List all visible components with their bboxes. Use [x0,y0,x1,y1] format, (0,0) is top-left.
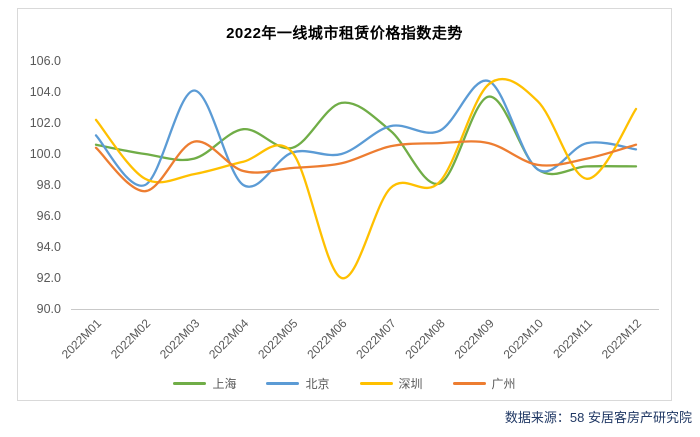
legend-label-shanghai: 上海 [212,377,237,391]
x-axis-label: 2022M08 [402,316,448,362]
chart-title: 2022年一线城市租赁价格指数走势 [226,25,463,42]
x-axis-label: 2022M12 [599,316,645,362]
y-axis-label: 106.0 [30,54,61,68]
x-axis-label: 2022M07 [353,316,399,362]
y-axis-label: 100.0 [30,147,61,161]
legend-label-shenzhen: 深圳 [398,377,423,391]
x-axis-label: 2022M06 [304,316,350,362]
y-axis-label: 90.0 [37,302,61,316]
legend-marker-beijing [266,382,300,385]
x-axis-label: 2022M02 [108,316,154,362]
y-axis-label: 98.0 [37,178,61,192]
y-axis-label: 94.0 [37,240,61,254]
legend-marker-guangzhou [452,382,486,385]
chart-panel: 2022年一线城市租赁价格指数走势 106.0 104.0 102.0 100.0 98… [17,8,672,401]
x-axis-label: 2022M10 [501,316,547,362]
x-axis-label: 2022M04 [206,316,252,362]
y-axis-label: 104.0 [30,85,61,99]
legend-marker-shenzhen [359,382,393,385]
chart-legend: 上海 北京 深圳 广州 [18,375,671,392]
x-axis-label: 2022M09 [452,316,498,362]
legend-label-beijing: 北京 [305,377,330,391]
source-note: 数据来源：58 安居客房产研究院 [504,410,692,425]
y-axis-label: 102.0 [30,116,61,130]
y-axis-label: 92.0 [37,271,61,285]
series-line-beijing [94,79,638,188]
legend-item-guangzhou: 广州 [452,375,516,392]
x-axis-label: 2022M03 [157,316,203,362]
x-axis-label: 2022M01 [59,316,105,362]
legend-item-beijing: 北京 [266,375,330,392]
x-axis-label: 2022M05 [255,316,301,362]
legend-label-guangzhou: 广州 [491,377,516,391]
y-axis-label: 96.0 [37,209,61,223]
legend-item-shenzhen: 深圳 [359,375,423,392]
series-line-guangzhou [94,140,638,193]
series-line-shenzhen [94,78,638,280]
x-axis-label: 2022M11 [550,316,595,361]
legend-marker-shanghai [173,382,207,385]
legend-item-shanghai: 上海 [173,375,236,392]
line-chart: 106.0 104.0 102.0 100.0 98.0 96.0 94.0 92.0 90.0… [30,54,659,362]
